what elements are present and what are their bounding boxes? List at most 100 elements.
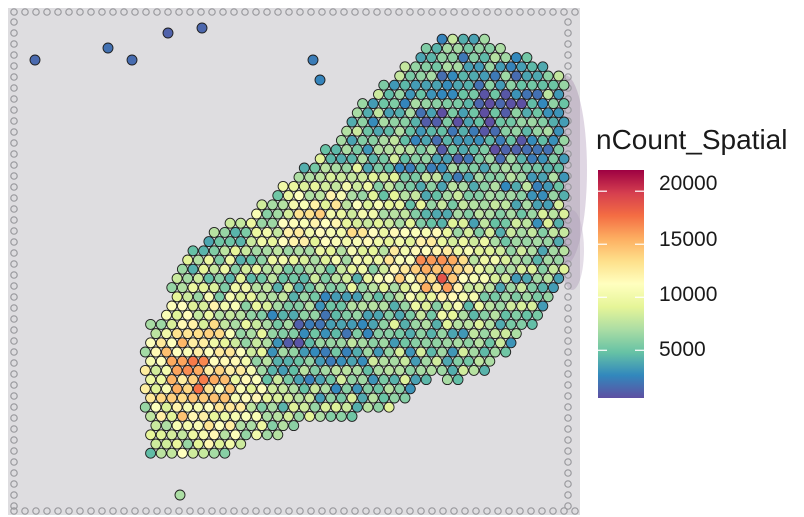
- spot: [320, 199, 331, 211]
- spot: [367, 300, 379, 312]
- spot: [224, 420, 236, 432]
- fiducial-marker: [318, 8, 326, 16]
- spot: [373, 364, 384, 376]
- spot: [341, 180, 353, 192]
- spot: [341, 236, 353, 248]
- spot: [410, 282, 422, 294]
- spot: [463, 318, 475, 330]
- spot: [394, 199, 406, 211]
- spot: [362, 217, 374, 229]
- spot: [447, 33, 459, 45]
- spot: [542, 70, 554, 82]
- spot: [373, 125, 384, 137]
- spot: [351, 383, 363, 395]
- spot: [420, 263, 432, 275]
- spot: [532, 217, 543, 229]
- fiducial-marker: [10, 414, 18, 422]
- spot: [208, 429, 220, 441]
- spot: [357, 134, 369, 146]
- spot: [484, 190, 496, 202]
- spot: [500, 107, 512, 119]
- spot: [500, 180, 512, 192]
- spot: [394, 254, 406, 266]
- spot: [479, 291, 490, 303]
- spot: [510, 88, 522, 100]
- spot: [436, 162, 448, 174]
- spot: [325, 171, 337, 183]
- spot: [510, 199, 522, 211]
- spot: [510, 236, 522, 248]
- spot: [341, 364, 353, 376]
- fiducial-marker: [329, 507, 337, 515]
- spot: [314, 300, 326, 312]
- spot: [304, 355, 316, 367]
- spot: [341, 144, 353, 156]
- spot: [203, 291, 215, 303]
- spot: [383, 180, 395, 192]
- spot: [309, 291, 321, 303]
- spot: [431, 116, 443, 128]
- spot: [357, 190, 369, 202]
- spot: [505, 282, 517, 294]
- fiducial-marker: [564, 381, 572, 389]
- spot: [388, 337, 400, 349]
- spot: [155, 429, 167, 441]
- spot: [282, 318, 294, 330]
- spot: [378, 208, 390, 220]
- spot: [457, 107, 469, 119]
- spot: [526, 318, 538, 330]
- spot: [452, 79, 464, 91]
- spot: [208, 392, 220, 404]
- spot: [473, 226, 485, 238]
- spot: [251, 374, 263, 386]
- spot: [457, 180, 469, 192]
- spot: [304, 300, 316, 312]
- spot: [272, 245, 284, 257]
- spot: [553, 125, 565, 137]
- spot: [298, 364, 310, 376]
- spot: [542, 107, 554, 119]
- spot: [532, 180, 543, 192]
- spot: [447, 272, 459, 284]
- spot: [420, 190, 432, 202]
- spot: [219, 447, 231, 459]
- spot: [288, 309, 300, 321]
- spot: [505, 208, 517, 220]
- spot: [373, 199, 384, 211]
- spot: [198, 429, 210, 441]
- spot: [150, 346, 162, 358]
- spot: [441, 282, 453, 294]
- fiducial-marker: [549, 8, 557, 16]
- spot: [479, 199, 490, 211]
- spot: [388, 153, 400, 165]
- spot: [373, 254, 384, 266]
- spot: [240, 410, 252, 422]
- spot: [547, 171, 559, 183]
- spot: [553, 70, 565, 82]
- spot: [367, 190, 379, 202]
- spot: [473, 98, 485, 110]
- spot: [526, 190, 538, 202]
- spot: [293, 374, 305, 386]
- spot: [526, 134, 538, 146]
- spot: [187, 318, 199, 330]
- spot: [484, 79, 496, 91]
- spot: [309, 254, 321, 266]
- spot: [288, 254, 300, 266]
- spot: [484, 355, 496, 367]
- spot: [198, 282, 210, 294]
- fiducial-marker: [564, 414, 572, 422]
- spot: [176, 429, 188, 441]
- spot: [489, 162, 501, 174]
- spot: [516, 226, 528, 238]
- spot: [473, 208, 485, 220]
- spot: [479, 364, 490, 376]
- spot: [182, 309, 194, 321]
- spot: [505, 134, 517, 146]
- fiducial-marker: [32, 507, 40, 515]
- spot: [288, 364, 300, 376]
- fiducial-marker: [362, 8, 370, 16]
- spot: [261, 226, 273, 238]
- spot: [463, 245, 475, 257]
